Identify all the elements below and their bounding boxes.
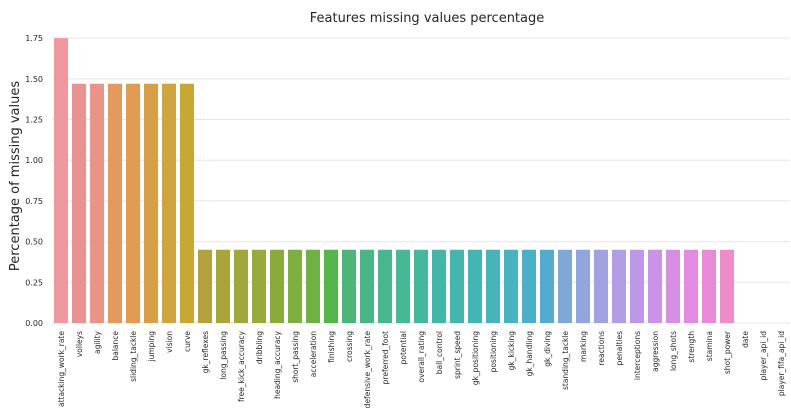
bar-gk_kicking — [503, 249, 519, 323]
y-tick-label: 0.25 — [25, 278, 43, 287]
x-tick-label: long_passing — [219, 331, 228, 380]
bar-interceptions — [629, 249, 645, 323]
bar-ball_control — [431, 249, 447, 323]
bar-balance — [107, 83, 123, 323]
x-tick-label: positioning — [489, 331, 498, 373]
x-tick-label: player_fifa_api_id — [777, 331, 786, 396]
x-tick-label: shot_power — [723, 330, 732, 374]
y-tick-label: 0.50 — [25, 238, 43, 247]
x-tick-label: date — [741, 331, 750, 348]
bar-potential — [395, 249, 411, 323]
x-tick-label: balance — [111, 331, 120, 361]
x-tick-label: curve — [183, 331, 192, 352]
bar-overall_rating — [413, 249, 429, 323]
bar-jumping — [143, 83, 159, 323]
bar-volleys — [71, 83, 87, 323]
bar-curve — [179, 83, 195, 323]
bar-gk_handling — [521, 249, 537, 323]
bar-crossing — [341, 249, 357, 323]
bar-heading_accuracy — [269, 249, 285, 323]
x-tick-label: gk_handling — [525, 331, 534, 377]
bar-gk_reflexes — [197, 249, 213, 323]
y-tick-label: 1.75 — [25, 34, 43, 43]
bar-long_shots — [665, 249, 681, 323]
bar-attacking_work_rate — [53, 38, 69, 324]
x-tick-label: overall_rating — [417, 331, 426, 383]
x-tick-label: agility — [93, 330, 102, 354]
x-tick-label: aggression — [651, 331, 660, 372]
y-axis-label: Percentage of missing values — [8, 81, 23, 271]
x-tick-label: marking — [579, 331, 588, 362]
x-tick-label: gk_reflexes — [201, 331, 210, 373]
bar-shot_power — [719, 249, 735, 323]
x-tick-label: attacking_work_rate — [57, 331, 66, 407]
x-tick-label: sliding_tackle — [129, 331, 138, 382]
x-tick-label: acceleration — [309, 331, 318, 377]
x-tick-label: dribbling — [255, 331, 264, 364]
bar-gk_diving — [539, 249, 555, 323]
bar-sprint_speed — [449, 249, 465, 323]
y-tick-label: 0.75 — [25, 197, 43, 206]
y-tick-label: 1.00 — [25, 156, 43, 165]
y-tick-labels: 0.00 0.25 0.50 0.75 1.00 1.25 1.50 1.75 — [25, 34, 43, 328]
x-tick-label: standing_tackle — [561, 331, 570, 390]
x-tick-label: crossing — [345, 331, 354, 362]
chart-title: Features missing values percentage — [310, 11, 545, 26]
y-tick-label: 1.50 — [25, 75, 43, 84]
bar-sliding_tackle — [125, 83, 141, 323]
x-tick-label: strength — [687, 331, 696, 363]
x-tick-label: defensive_work_rate — [363, 331, 372, 409]
x-tick-labels: attacking_work_rate volleys agility balance… — [57, 330, 786, 408]
y-tick-label: 1.25 — [25, 116, 43, 125]
x-tick-label: heading_accuracy — [273, 330, 282, 398]
bar-aggression — [647, 249, 663, 323]
bar-positioning — [485, 249, 501, 323]
bar-long_passing — [215, 249, 231, 323]
x-tick-label: short_passing — [291, 331, 300, 383]
bar-gk_positioning — [467, 249, 483, 323]
bars — [53, 38, 735, 324]
x-tick-label: penalties — [615, 331, 624, 365]
bar-free_kick_accuracy — [233, 249, 249, 323]
y-tick-label: 0.00 — [25, 319, 43, 328]
bar-stamina — [701, 249, 717, 323]
bar-strength — [683, 249, 699, 323]
x-tick-label: jumping — [147, 331, 156, 363]
bar-defensive_work_rate — [359, 249, 375, 323]
x-tick-label: long_shots — [669, 331, 678, 371]
x-tick-label: interceptions — [633, 331, 642, 380]
x-tick-label: player_api_id — [759, 331, 768, 381]
bar-acceleration — [305, 249, 321, 323]
bar-preferred_foot — [377, 249, 393, 323]
x-tick-label: preferred_foot — [381, 331, 390, 384]
x-tick-label: gk_positioning — [471, 331, 480, 385]
x-tick-label: potential — [399, 331, 408, 364]
x-tick-label: sprint_speed — [453, 331, 462, 379]
bar-agility — [89, 83, 105, 323]
bar-dribbling — [251, 249, 267, 323]
x-tick-label: volleys — [75, 331, 84, 357]
bar-short_passing — [287, 249, 303, 323]
x-tick-label: reactions — [597, 331, 606, 366]
x-tick-label: stamina — [705, 331, 714, 361]
bar-finishing — [323, 249, 339, 323]
x-tick-label: ball_control — [435, 331, 444, 374]
x-tick-label: gk_diving — [543, 331, 552, 367]
bar-marking — [575, 249, 591, 323]
bar-penalties — [611, 249, 627, 323]
bar-reactions — [593, 249, 609, 323]
x-tick-label: finishing — [327, 331, 336, 363]
x-tick-label: free_kick_accuracy — [237, 330, 246, 402]
bar-standing_tackle — [557, 249, 573, 323]
x-tick-label: vision — [165, 331, 174, 353]
x-tick-label: gk_kicking — [507, 331, 516, 371]
bar-vision — [161, 83, 177, 323]
